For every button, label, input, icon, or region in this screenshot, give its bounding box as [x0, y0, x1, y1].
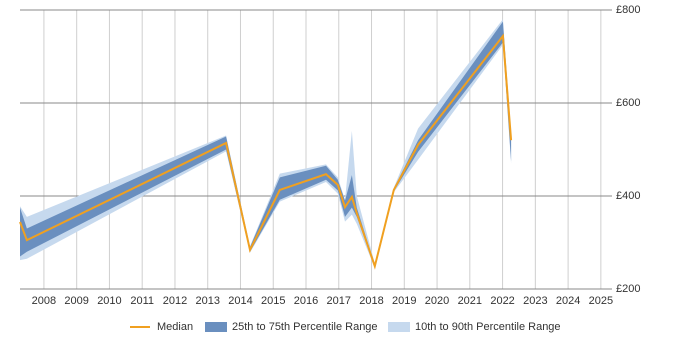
legend-label: 25th to 75th Percentile Range: [232, 321, 378, 333]
x-tick-label: 2023: [523, 295, 547, 307]
x-tick-label: 2013: [195, 295, 219, 307]
x-tick-label: 2020: [425, 295, 449, 307]
x-tick-label: 2012: [163, 295, 187, 307]
x-tick-label: 2011: [130, 295, 154, 307]
x-tick-label: 2017: [327, 295, 351, 307]
y-tick-label: £200: [616, 283, 640, 295]
x-tick-label: 2024: [556, 295, 580, 307]
x-tick-label: 2016: [294, 295, 318, 307]
y-tick-label: £600: [616, 97, 640, 109]
y-tick-label: £800: [616, 4, 640, 16]
x-tick-label: 2025: [589, 295, 613, 307]
x-tick-label: 2010: [97, 295, 121, 307]
legend-label: Median: [157, 321, 193, 333]
x-tick-label: 2018: [359, 295, 383, 307]
legend-label: 10th to 90th Percentile Range: [415, 321, 561, 333]
x-tick-label: 2008: [32, 295, 56, 307]
y-tick-label: £400: [616, 190, 640, 202]
legend-swatch: [388, 322, 410, 332]
x-tick-label: 2015: [261, 295, 285, 307]
median-line: [19, 33, 513, 270]
x-tick-label: 2022: [490, 295, 514, 307]
legend-swatch: [205, 322, 227, 332]
x-tick-label: 2009: [64, 295, 88, 307]
x-tick-label: 2021: [458, 295, 482, 307]
x-tick-label: 2014: [228, 295, 252, 307]
x-tick-label: 2019: [392, 295, 416, 307]
